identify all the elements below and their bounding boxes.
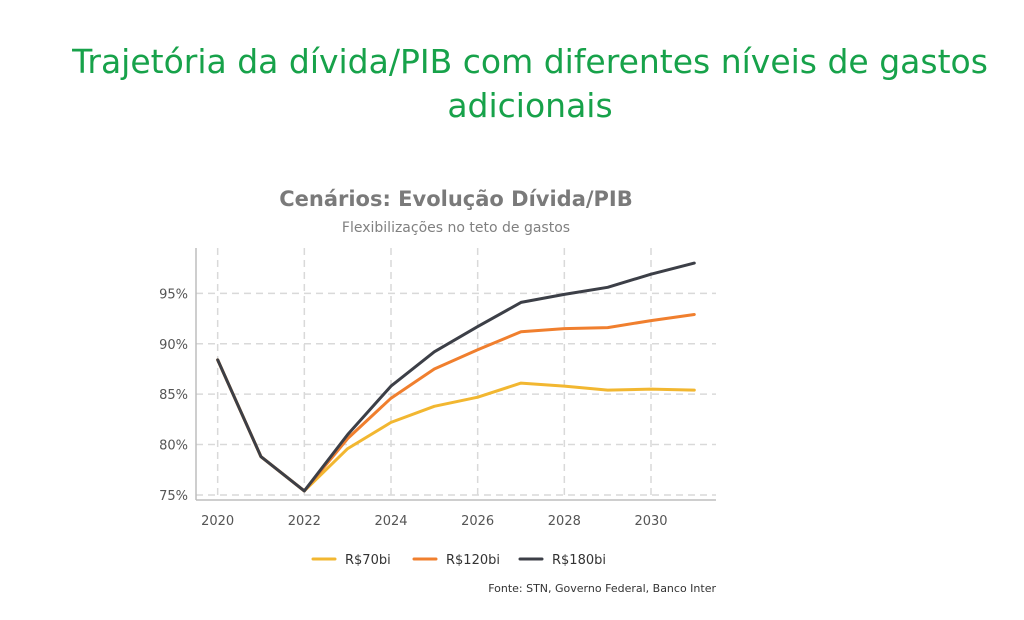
- legend-label: R$120bi: [446, 553, 500, 568]
- legend-label: R$180bi: [552, 553, 606, 568]
- y-tick-label: 90%: [159, 338, 188, 353]
- x-tick-label: 2026: [461, 514, 494, 529]
- y-tick-label: 85%: [159, 388, 188, 403]
- chart-subtitle: Flexibilizações no teto de gastos: [342, 220, 570, 236]
- page-title: Trajetória da dívida/PIB com diferentes …: [30, 40, 1024, 128]
- series-line-3: [216, 261, 696, 493]
- chart-title: Cenários: Evolução Dívida/PIB: [279, 187, 633, 211]
- x-tick-label: 2024: [374, 514, 407, 529]
- x-tick-label: 2022: [288, 514, 321, 529]
- series-lines: [216, 261, 696, 493]
- axes: 75% 80% 85% 90% 95% 2020 2022 2024 2026 2028 2030: [159, 248, 716, 529]
- y-tick-label: 75%: [159, 489, 188, 504]
- page-title-line-2: adicionais: [447, 86, 613, 125]
- x-tick-label: 2028: [548, 514, 581, 529]
- y-tick-label: 95%: [159, 287, 188, 302]
- grid: [196, 248, 716, 500]
- page-title-line-1: Trajetória da dívida/PIB com diferentes …: [72, 42, 988, 81]
- legend: R$70bi R$120bi R$180bi: [311, 553, 606, 568]
- legend-label: R$70bi: [345, 553, 391, 568]
- x-tick-label: 2030: [634, 514, 667, 529]
- source-note: Fonte: STN, Governo Federal, Banco Inter: [488, 582, 716, 595]
- series-line-1: [216, 358, 696, 493]
- y-tick-label: 80%: [159, 439, 188, 454]
- x-tick-label: 2020: [201, 514, 234, 529]
